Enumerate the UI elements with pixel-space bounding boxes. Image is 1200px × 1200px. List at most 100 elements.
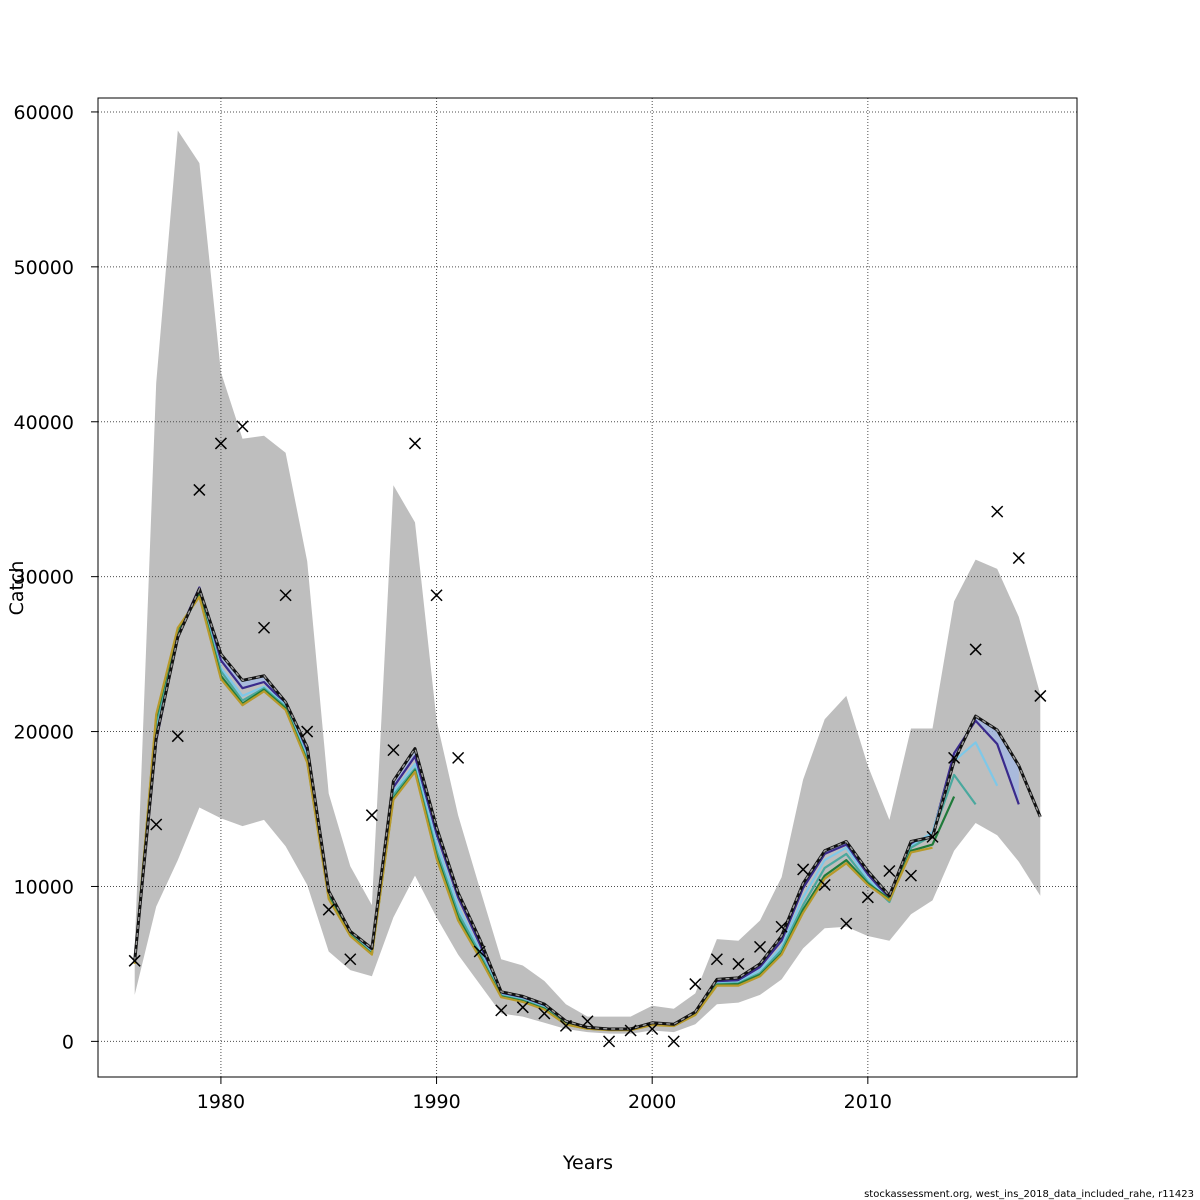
observed-point-stroke [775,920,788,933]
observed-point-stroke [646,1022,659,1036]
observed-point-stroke [171,730,184,743]
observed-point-stroke [689,978,702,991]
observed-point [538,1007,551,1020]
observed-point [775,920,788,933]
observed-point [840,917,853,930]
confidence-band-layer [134,130,1041,1034]
observed-point-stroke [926,830,939,843]
observed-point-stroke [452,751,465,764]
x-tick-label: 1990 [412,1091,460,1113]
y-tick-label: 30000 [14,567,74,589]
x-tick-label: 2000 [628,1091,676,1113]
observed-point [603,1035,616,1048]
observed-point-stroke [1012,552,1025,565]
observed-point-stroke [883,864,896,878]
y-tick-label: 60000 [14,102,74,124]
y-tick-label: 20000 [14,722,74,744]
x-axis-title: Years [562,1152,613,1174]
observed-point [689,978,702,991]
observed-point-stroke [732,957,745,970]
observed-point [387,744,400,757]
observed-point [969,643,982,656]
observed-point-stroke [603,1035,616,1048]
observed-point [473,945,486,958]
confidence-band [134,130,1041,1034]
observed-point-stroke [991,505,1004,518]
observed-point [344,953,357,966]
observed-point [646,1022,659,1036]
observed-point-stroke [818,878,831,891]
observed-point [171,730,184,743]
observed-point [883,864,896,878]
observed-point-stroke [322,903,335,916]
grid-layer [98,98,1077,1077]
series-layer [133,586,1042,1032]
observed-point-stroke [624,1024,637,1037]
observed-point-stroke [365,809,378,822]
observed-point-stroke [667,1035,680,1048]
observed-point [753,940,767,953]
observed-point [128,954,141,967]
y-tick-label: 10000 [14,876,74,898]
observed-point-stroke [840,917,853,930]
y-tick-label: 0 [62,1031,74,1053]
x-axis: 1980 1990 2000 2010 [197,1077,892,1113]
observed-point [408,437,422,450]
fit-line-dash [134,587,1041,1030]
y-tick-label: 40000 [14,412,74,434]
observed-point [516,1001,529,1014]
observed-point-stroke [258,621,271,634]
observed-point-stroke [495,1004,508,1017]
observed-point [861,891,874,904]
observed-point [452,751,465,764]
observed-point-stroke [904,869,917,882]
observed-point [904,869,917,882]
observed-point-stroke [538,1007,551,1020]
observed-point-stroke [861,891,874,904]
x-tick-label: 1980 [197,1091,245,1113]
observed-point [991,505,1004,518]
observed-point-stroke [969,643,982,656]
observed-point-stroke [408,437,422,450]
observed-point [236,420,249,433]
observed-point-stroke [430,589,443,602]
observed-point-stroke [948,751,961,764]
observed-point [581,1015,594,1028]
observed-point [732,957,745,970]
observed-point-stroke [753,940,767,953]
observed-point [948,751,961,764]
observed-point-stroke [150,818,163,831]
y-tick-label: 50000 [14,257,74,279]
observed-point-stroke [193,483,206,496]
observed-point [559,1019,572,1032]
observed-point [797,863,810,876]
observed-point-stroke [710,953,723,966]
observed-point-stroke [1034,689,1047,702]
observed-point [710,953,723,966]
observed-point-stroke [279,589,292,602]
observed-point [365,809,378,822]
observed-point-stroke [516,1001,529,1014]
observed-point [279,589,292,602]
observed-point-stroke [301,725,314,738]
observed-point [214,437,227,450]
observed-point [193,483,206,496]
observed-point [495,1004,508,1017]
observed-point [1034,689,1047,702]
y-axis: 0 10000 20000 30000 40000 50000 60000 [14,102,98,1053]
observed-point-stroke [387,744,400,757]
observed-point-stroke [214,437,227,450]
observed-point-stroke [581,1015,594,1028]
footer-credit: stockassessment.org, west_ins_2018_data_… [864,1189,1194,1200]
observed-point-stroke [128,954,141,967]
y-axis-title: Catch [6,561,28,616]
observed-point-stroke [236,420,249,433]
observed-point-stroke [559,1019,572,1032]
observed-point-stroke [797,863,810,876]
retro-line-5 [133,595,933,1032]
observed-point [1012,552,1025,565]
plot-frame [97,97,1078,1078]
observed-point [818,878,831,891]
observed-point [322,903,335,916]
